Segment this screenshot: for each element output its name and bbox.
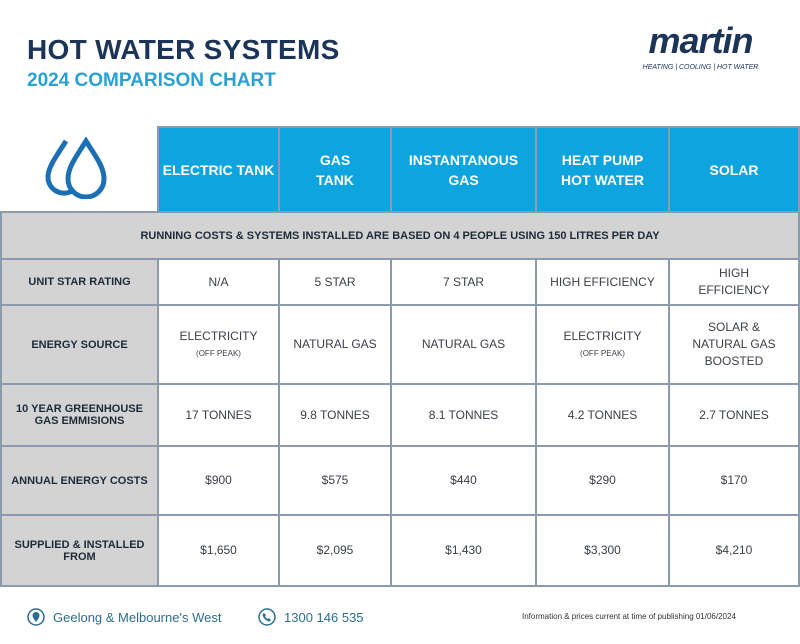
cell-value: NATURAL GAS [293,337,377,351]
table-cell: $290 [535,445,670,516]
page-title: HOT WATER SYSTEMS [27,34,340,65]
cell-value: $170 [720,473,748,487]
table-row: 10 YEAR GREENHOUSE GAS EMMISIONS 17 TONNE… [0,383,800,447]
row-label: UNIT STAR RATING [0,258,159,306]
col-header-gas-tank: GAS TANK [278,126,392,213]
table-cell: $3,300 [535,514,670,587]
basis-note: RUNNING COSTS & SYSTEMS INSTALLED ARE BA… [0,211,800,260]
cell-value: 5 STAR [314,274,356,289]
cell-value: SOLAR & NATURAL GAS BOOSTED [692,320,776,368]
cell-value: HIGH EFFICIENCY [698,266,770,297]
table-cell: 7 STAR [390,258,537,306]
table-cell: ELECTRICITY (OFF PEAK) [157,304,280,385]
row-label: ANNUAL ENERGY COSTS [0,445,159,516]
phone: 1300 146 535 [258,608,364,626]
location-pin-icon [27,608,45,626]
cell-value: $1,430 [445,543,482,557]
table-cell: $2,095 [278,514,392,587]
row-label: ENERGY SOURCE [0,304,159,385]
phone-icon [258,608,276,626]
table-cell: NATURAL GAS [278,304,392,385]
table-cell: N/A [157,258,280,306]
table-cell: $4,210 [668,514,800,587]
table-cell: 17 TONNES [157,383,280,447]
table-row: SUPPLIED & INSTALLED FROM $1,650 $2,095 $1,… [0,514,800,587]
table-cell: HIGH EFFICIENCY [535,258,670,306]
cell-value: 17 TONNES [185,407,252,422]
cell-value: 9.8 TONNES [300,407,370,422]
table-row: ANNUAL ENERGY COSTS $900 $575 $440 $290 $170 [0,445,800,516]
cell-value: NATURAL GAS [421,337,506,351]
table-cell: SOLAR & NATURAL GAS BOOSTED [668,304,800,385]
row-label: 10 YEAR GREENHOUSE GAS EMMISIONS [0,383,159,447]
col-header-electric-tank: ELECTRIC TANK [157,126,280,213]
water-drops-cell [1,127,159,212]
cell-value: HIGH EFFICIENCY [550,274,655,289]
cell-value: ELECTRICITY [563,328,642,343]
cell-value: $1,650 [200,543,237,557]
table-row: ENERGY SOURCE ELECTRICITY (OFF PEAK) NATURA… [0,304,800,385]
table-cell: 9.8 TONNES [278,383,392,447]
table-cell: 2.7 TONNES [668,383,800,447]
publish-note: Information & prices current at time of … [522,612,736,621]
cell-subtext: (OFF PEAK) [580,348,625,358]
logo-word: martin [648,20,753,61]
table-cell: ELECTRICITY (OFF PEAK) [535,304,670,385]
cell-value: 7 STAR [442,274,485,289]
cell-value: $900 [205,473,232,487]
note-row: RUNNING COSTS & SYSTEMS INSTALLED ARE BA… [0,211,800,260]
col-header-instantaneous-gas: INSTANTANOUS GAS [390,126,537,213]
cell-value: $2,095 [316,543,354,557]
cell-value: ELECTRICITY [179,328,258,343]
table-cell: HIGH EFFICIENCY [668,258,800,306]
table-cell: $575 [278,445,392,516]
comparison-table: ELECTRIC TANK GAS TANK INSTANTANOUS GAS … [0,126,800,587]
page-subtitle: 2024 COMPARISON CHART [27,70,276,91]
martin-logo: martin HEATING | COOLING | HOT WATER [628,20,773,72]
row-label: SUPPLIED & INSTALLED FROM [0,514,159,587]
table-cell: $900 [157,445,280,516]
cell-subtext: (OFF PEAK) [196,348,241,358]
table-cell: $1,650 [157,514,280,587]
col-header-solar: SOLAR [668,126,800,213]
table-cell: $170 [668,445,800,516]
water-drops-icon [45,135,107,199]
table-cell: $440 [390,445,537,516]
table-cell: $1,430 [390,514,537,587]
table-row: UNIT STAR RATING N/A 5 STAR 7 STAR HIGH EFFI… [0,258,800,306]
cell-value: $3,300 [584,543,621,557]
location: Geelong & Melbourne's West [27,608,221,626]
cell-value: 8.1 TONNES [428,407,499,422]
cell-value: $4,210 [715,543,753,557]
table-cell: 4.2 TONNES [535,383,670,447]
phone-number[interactable]: 1300 146 535 [284,609,364,625]
cell-value: N/A [208,274,229,289]
logo-tagline: HEATING | COOLING | HOT WATER [642,64,759,71]
cell-value: 4.2 TONNES [567,407,638,422]
cell-value: $575 [321,473,349,487]
table-cell: 8.1 TONNES [390,383,537,447]
col-header-heat-pump: HEAT PUMP HOT WATER [535,126,670,213]
header-row: ELECTRIC TANK GAS TANK INSTANTANOUS GAS … [1,126,800,213]
table-cell: 5 STAR [278,258,392,306]
cell-value: 2.7 TONNES [699,407,769,422]
location-text: Geelong & Melbourne's West [53,609,222,625]
cell-value: $290 [589,473,616,487]
cell-value: $440 [450,473,477,487]
table-cell: NATURAL GAS [390,304,537,385]
